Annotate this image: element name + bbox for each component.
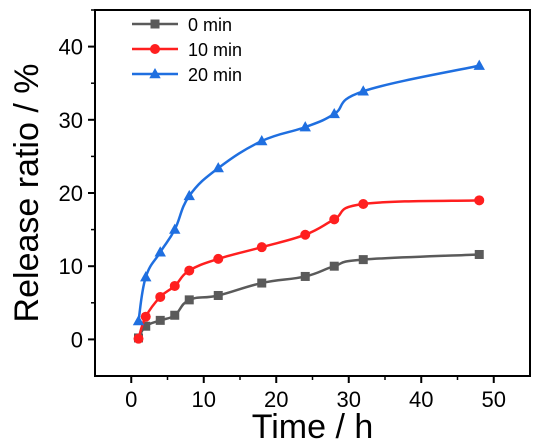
data-point: [300, 229, 311, 240]
legend-marker: [150, 44, 160, 54]
data-point: [212, 162, 224, 173]
x-tick-label: 30: [337, 387, 361, 412]
y-tick-label: 10: [59, 254, 83, 279]
data-point: [169, 223, 181, 234]
data-point: [474, 249, 484, 259]
legend-item: 20 min: [132, 65, 242, 85]
data-point: [357, 85, 369, 96]
y-tick-label: 20: [59, 181, 83, 206]
data-point: [474, 195, 485, 206]
y-axis-title: Release ratio / %: [8, 64, 46, 323]
legend-marker: [150, 19, 160, 29]
series-layer: [132, 59, 485, 344]
data-point: [184, 265, 195, 276]
y-tick-label: 40: [59, 35, 83, 60]
y-tick-label: 30: [59, 108, 83, 133]
data-point: [170, 310, 180, 320]
data-point: [184, 295, 194, 305]
ticks-layer: 0 10 20 30 40 50 0 10 20 30 40: [59, 9, 506, 412]
data-point: [328, 107, 340, 119]
data-point: [132, 315, 145, 326]
series-line: [137, 64, 480, 322]
data-point: [299, 121, 311, 132]
data-point: [329, 261, 339, 271]
legend-label: 10 min: [188, 40, 242, 60]
x-axis-title: Time / h: [252, 408, 374, 445]
data-point: [358, 198, 369, 209]
legend-label: 0 min: [188, 15, 232, 35]
x-tick-label: 0: [125, 387, 137, 412]
x-tick-label: 20: [264, 387, 288, 412]
data-point: [358, 255, 368, 265]
data-point: [213, 253, 224, 264]
legend-label: 20 min: [188, 65, 242, 85]
data-point: [141, 321, 151, 331]
data-point: [329, 214, 340, 225]
x-tick-label: 10: [192, 387, 216, 412]
data-point: [155, 315, 165, 325]
data-point: [140, 271, 152, 282]
data-point: [473, 59, 485, 70]
data-point: [133, 333, 144, 344]
series-0: [134, 249, 484, 343]
series-1: [133, 195, 485, 344]
data-point: [300, 271, 310, 281]
data-point: [257, 278, 267, 288]
data-point: [155, 291, 166, 302]
data-point: [213, 290, 223, 300]
data-point: [169, 280, 180, 291]
data-point: [256, 242, 267, 253]
legend-item: 0 min: [132, 15, 232, 35]
legend: 0 min 10 min 20 min: [132, 15, 242, 85]
data-point: [140, 311, 151, 322]
series-2: [132, 59, 485, 326]
x-tick-label: 40: [409, 387, 433, 412]
legend-item: 10 min: [132, 40, 242, 60]
data-point: [256, 135, 268, 146]
data-point: [183, 189, 195, 201]
x-tick-label: 50: [482, 387, 506, 412]
legend-marker: [149, 68, 161, 79]
y-tick-label: 0: [71, 327, 83, 352]
data-point: [154, 246, 166, 257]
